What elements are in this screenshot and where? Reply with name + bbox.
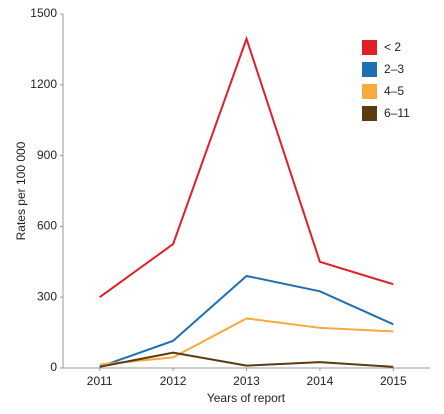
legend-label: 6–11 [384, 106, 410, 120]
x-tick-label: 2011 [87, 374, 113, 388]
series-line [99, 317, 394, 366]
x-tick-label: 2014 [307, 374, 334, 388]
x-axis-label: Years of report [207, 391, 286, 405]
legend-swatch [362, 84, 377, 99]
series-line [99, 274, 394, 368]
y-tick-label: 300 [37, 289, 57, 303]
y-tick-label: 600 [37, 219, 57, 233]
y-tick-label: 1200 [30, 77, 57, 91]
series-line [99, 351, 394, 368]
x-tick-label: 2013 [233, 374, 260, 388]
y-tick-label: 0 [50, 360, 57, 374]
legend-swatch [362, 62, 377, 77]
legend-swatch [362, 106, 377, 121]
y-axis-label: Rates per 100 000 [14, 141, 28, 240]
y-tick-label: 1500 [30, 6, 57, 20]
x-tick-label: 2015 [380, 374, 407, 388]
x-tick-label: 2012 [160, 374, 187, 388]
legend-label: 4–5 [384, 84, 404, 98]
legend-swatch [362, 40, 377, 55]
y-tick-label: 900 [37, 148, 57, 162]
series-line [99, 35, 394, 299]
legend-label: < 2 [384, 40, 401, 54]
legend-label: 2–3 [384, 62, 404, 76]
